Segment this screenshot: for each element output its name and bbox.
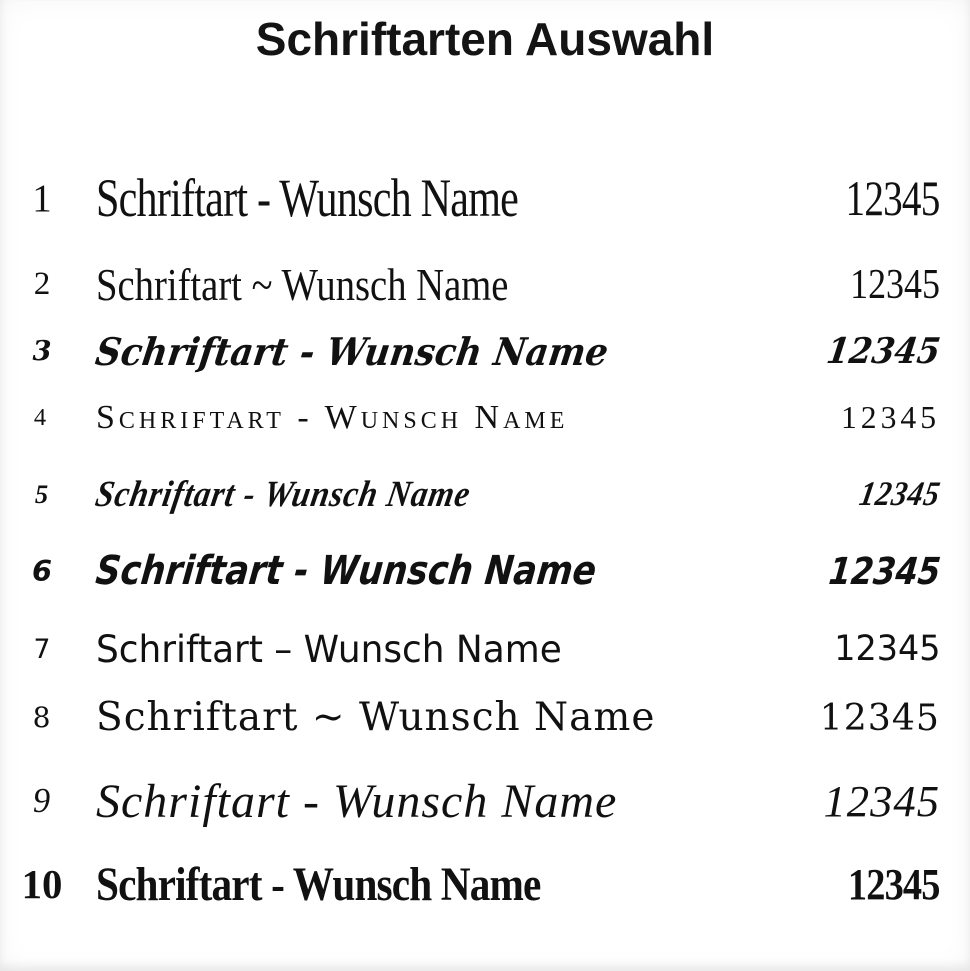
font-row-7: 7 Schriftart – Wunsch Name 12345 xyxy=(0,618,970,680)
font-row-10: 10 Schriftart - Wunsch Name 12345 xyxy=(0,850,970,918)
row-index: 3 xyxy=(32,335,52,367)
font-sample-numerals: 12345 xyxy=(840,400,940,435)
font-sample-text: Schriftart - Wunsch Name xyxy=(96,168,519,228)
font-sample-text: Schriftart - Wunsch Name xyxy=(93,548,599,594)
row-index: 9 xyxy=(32,781,52,820)
page-title: Schriftarten Auswahl xyxy=(255,13,715,65)
font-row-3: 3 Schriftart - Wunsch Name 12345 xyxy=(0,320,970,382)
row-index: 7 xyxy=(33,633,51,665)
font-sample-numerals: 12345 xyxy=(856,474,944,513)
row-index: 5 xyxy=(34,478,50,509)
font-row-5: 5 Schriftart - Wunsch Name 12345 xyxy=(0,462,970,526)
row-index: 8 xyxy=(32,700,52,734)
font-sample-text: Schriftart ~ Wunsch Name xyxy=(96,258,509,310)
row-index: 10 xyxy=(21,861,63,907)
font-sample-numerals: 12345 xyxy=(824,330,943,372)
row-index: 4 xyxy=(33,404,51,431)
font-sample-text: Schriftart - Wunsch Name xyxy=(96,857,541,911)
font-sample-text: Schriftart - Wunsch Name xyxy=(92,328,612,374)
font-sample-numerals: 12345 xyxy=(826,549,943,593)
font-sample-numerals: 12345 xyxy=(848,859,941,909)
font-sample-text: Schriftart - Wunsch Name xyxy=(92,473,474,515)
font-row-2: 2 Schriftart ~ Wunsch Name 12345 xyxy=(0,252,970,316)
font-row-9: 9 Schriftart - Wunsch Name 12345 xyxy=(0,766,970,836)
font-sample-text: Schriftart ~ Wunsch Name xyxy=(96,694,656,740)
font-sample-text: Schriftart – Wunsch Name xyxy=(96,627,562,671)
font-sample-numerals: 12345 xyxy=(819,695,940,739)
row-index: 1 xyxy=(32,176,52,220)
font-sample-text: Schriftart - Wunsch Name xyxy=(96,774,618,828)
font-row-1: 1 Schriftart - Wunsch Name 12345 xyxy=(0,160,970,236)
row-index: 6 xyxy=(31,554,53,588)
font-sample-numerals: 12345 xyxy=(823,776,940,826)
font-row-4: 4 Schriftart - Wunsch Name 12345 xyxy=(0,388,970,448)
font-sample-numerals: 12345 xyxy=(833,629,940,669)
font-row-6: 6 Schriftart - Wunsch Name 12345 xyxy=(0,538,970,604)
font-sample-numerals: 12345 xyxy=(850,260,940,308)
font-sample-text: Schriftart - Wunsch Name xyxy=(96,399,569,436)
font-row-8: 8 Schriftart ~ Wunsch Name 12345 xyxy=(0,686,970,748)
font-sample-numerals: 12345 xyxy=(845,170,941,226)
row-index: 2 xyxy=(33,265,51,302)
